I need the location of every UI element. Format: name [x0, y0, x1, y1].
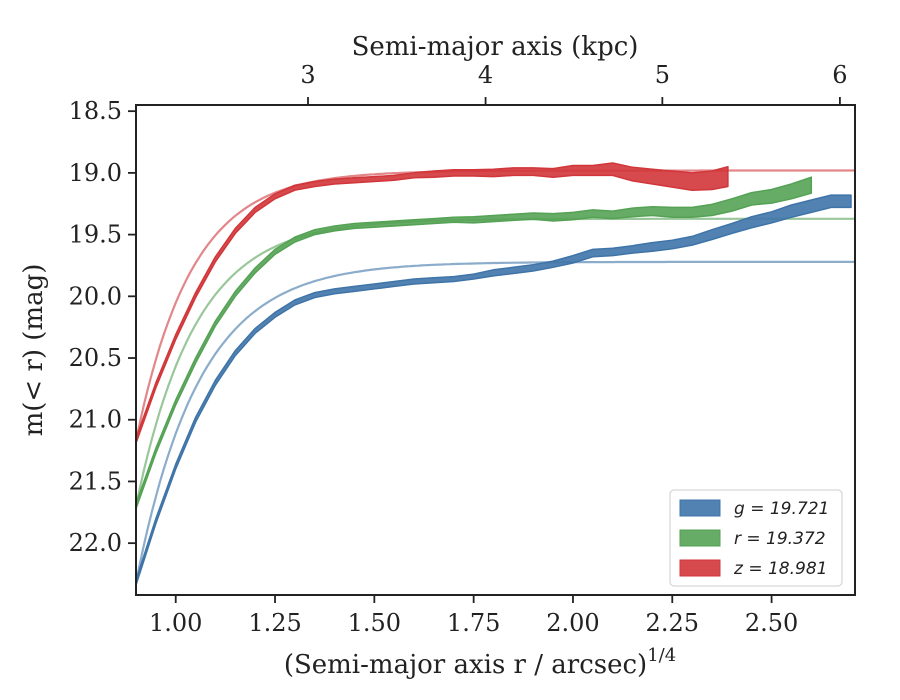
y-axis-title: m(< r) (mag) — [19, 264, 49, 437]
top-tick-label: 3 — [300, 61, 315, 89]
y-axis-left: 18.5 19.0 19.5 20.0 20.5 21.0 21.5 22.0 — [69, 97, 136, 557]
axes-frame — [135, 104, 856, 596]
x-tick-label: 1.00 — [149, 609, 202, 637]
y-tick-label: 20.0 — [69, 282, 122, 310]
x-tick-label: 2.25 — [646, 609, 699, 637]
top-axis-title: Semi-major axis (kpc) — [352, 32, 639, 62]
x-tick-label: 2.50 — [745, 609, 798, 637]
y-tick-label: 22.0 — [69, 529, 122, 557]
top-tick-label: 5 — [655, 61, 670, 89]
bottom-axis-title-main: (Semi-major axis r / arcsec) — [284, 650, 647, 680]
top-tick-label: 4 — [478, 61, 493, 89]
y-tick-label: 19.0 — [69, 159, 122, 187]
legend-label-2: z = 18.981 — [733, 559, 827, 579]
legend-swatch-0 — [679, 499, 721, 517]
top-tick-label: 6 — [832, 61, 847, 89]
x-tick-label: 2.00 — [546, 609, 599, 637]
x-tick-label: 1.75 — [447, 609, 500, 637]
series-band-1 — [136, 176, 813, 510]
legend-label-0: g = 19.721 — [734, 499, 829, 519]
y-tick-label: 18.5 — [69, 97, 122, 125]
y-tick-label: 21.5 — [69, 467, 122, 495]
series-band-0 — [136, 194, 852, 586]
bottom-axis-title: (Semi-major axis r / arcsec)1/4 — [284, 645, 676, 680]
x-tick-label: 1.25 — [248, 609, 301, 637]
legend-swatch-1 — [679, 529, 721, 547]
y-tick-label: 21.0 — [69, 406, 122, 434]
legend-swatch-2 — [679, 559, 721, 577]
plot-area — [136, 162, 855, 586]
x-tick-label: 1.50 — [348, 609, 401, 637]
bottom-axis-title-superscript: 1/4 — [647, 645, 676, 666]
legend: g = 19.721 r = 19.372 z = 18.981 — [669, 489, 843, 587]
x-axis-top: 3 4 5 6 — [300, 61, 848, 105]
model-curve-2 — [136, 169, 855, 441]
y-tick-label: 20.5 — [69, 344, 122, 372]
series-band-2 — [136, 162, 729, 444]
model-curve-0 — [136, 260, 855, 583]
x-axis-bottom: 1.00 1.25 1.50 1.75 2.00 2.25 2.50 — [149, 595, 798, 637]
legend-label-1: r = 19.372 — [734, 529, 826, 549]
y-tick-label: 19.5 — [69, 221, 122, 249]
